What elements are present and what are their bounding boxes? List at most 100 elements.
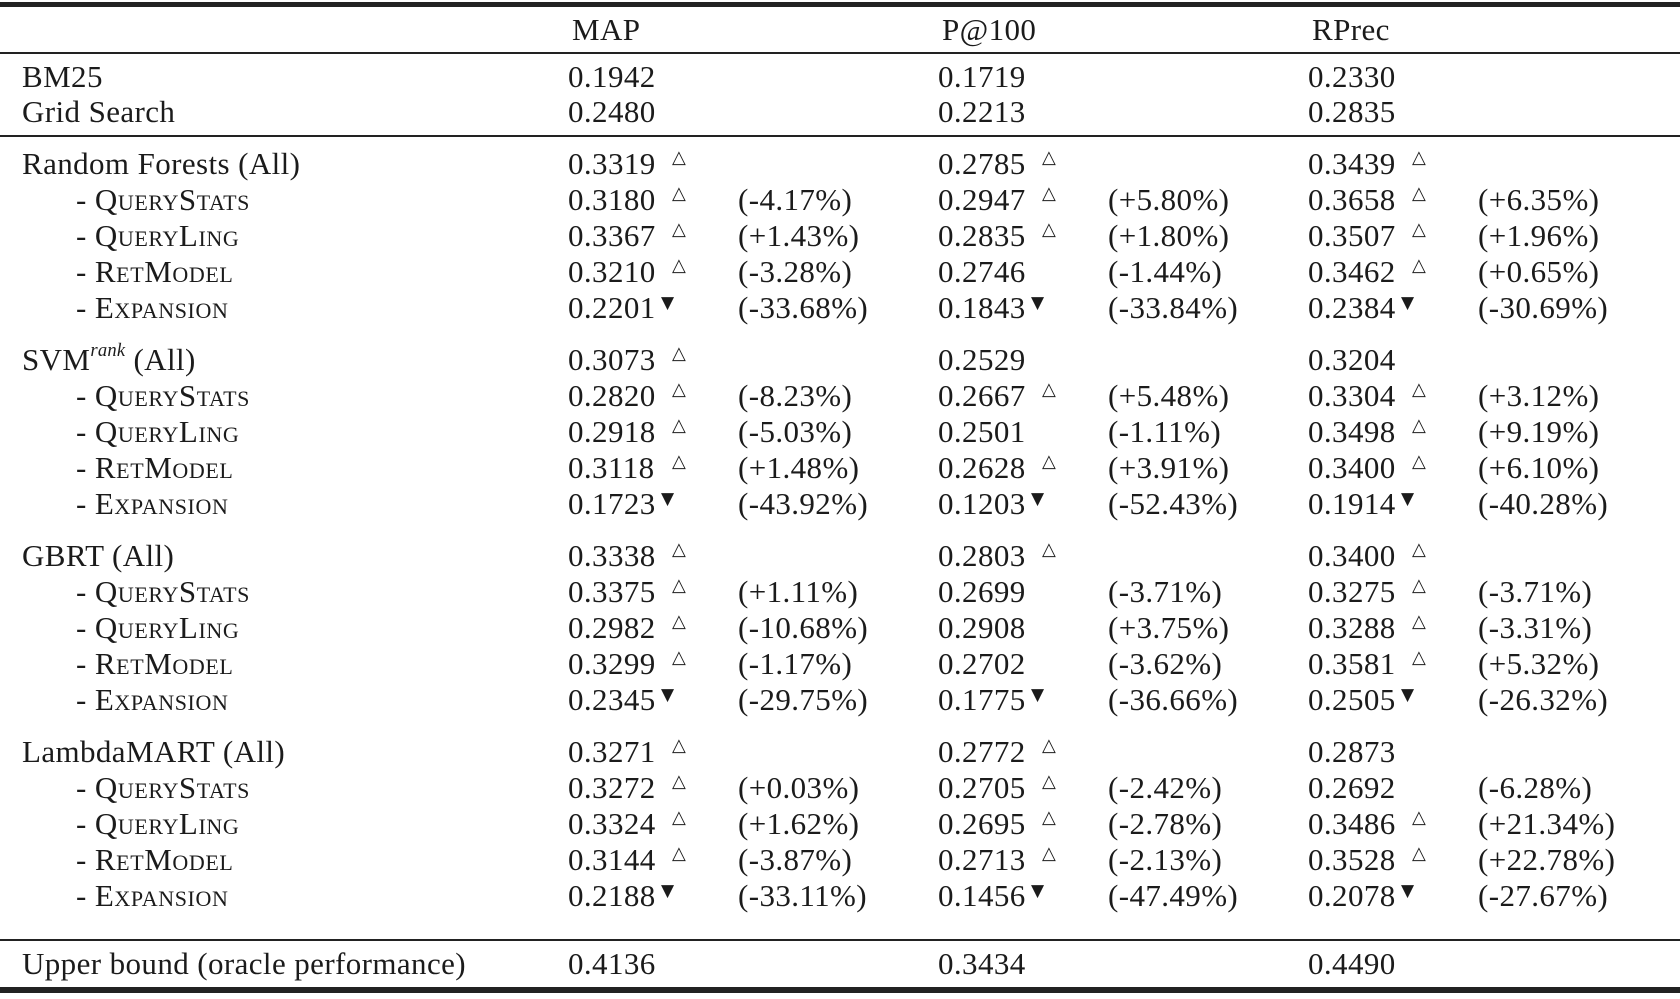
cell-pct-gbrt-querystats-2: (-3.71%)	[1478, 574, 1680, 610]
table-row-gbrt-querystats: - QueryStats 0.3375 △ (+1.11%) 0.2699 (-3.71%…	[0, 574, 1680, 610]
cell-value-lambdamart-queryling-0: 0.3324 △	[568, 806, 687, 841]
table-row-lambdamart-queryling: - QueryLing 0.3324 △ (+1.62%) 0.2695 △ (-2.78%…	[0, 806, 1680, 842]
metric-value: 0.3367	[568, 218, 656, 253]
row-label: Grid Search	[22, 94, 176, 129]
cell-pct-random-forests-expansion-1: (-33.84%)	[1108, 290, 1308, 326]
feature-set-name: Expansion	[94, 682, 229, 717]
metric-value: 0.3319	[568, 146, 656, 181]
pct-change: (-2.42%)	[1108, 770, 1223, 805]
superscript-label: rank	[90, 339, 126, 361]
pct-change: (-33.11%)	[738, 878, 867, 913]
metric-value: 0.4490	[1308, 946, 1396, 981]
cell-pct-random-forests-expansion-0: (-33.68%)	[738, 290, 938, 326]
metric-value: 0.1456	[938, 878, 1026, 913]
cell-pct-svm-rank-queryling-1: (-1.11%)	[1108, 414, 1308, 450]
pct-change: (-1.17%)	[738, 646, 853, 681]
metric-value: 0.3434	[938, 946, 1026, 981]
pct-change: (-10.68%)	[738, 610, 869, 645]
table-rule-under-baselines	[0, 135, 1680, 137]
metric-value: 0.1723	[568, 486, 656, 521]
pct-change: (-3.71%)	[1108, 574, 1223, 609]
table-row-random-forests-querystats: - QueryStats 0.3180 △ (-4.17%) 0.2947 △ (+5.80…	[0, 182, 1680, 218]
pct-change: (+5.48%)	[1108, 378, 1230, 413]
feature-set-name: RetModel	[94, 842, 234, 877]
cell-value-random-forests-retmodel-1: 0.2746	[938, 254, 1108, 290]
cell-value-random-forests-all-0: 0.3319 △	[568, 146, 687, 181]
feature-set-name: Expansion	[94, 486, 229, 521]
table-row-lambdamart-all: LambdaMART (All) 0.3271 △ 0.2772 △ 0.2873	[0, 734, 1680, 770]
row-label: - QueryStats	[76, 378, 250, 413]
cell-value-grid-search-1: 0.2213	[938, 94, 1108, 130]
cell-value-lambdamart-querystats-1: 0.2705 △	[938, 770, 1057, 805]
pct-change: (-6.28%)	[1478, 770, 1593, 805]
cell-value-gbrt-expansion-1: 0.1775 ▼	[938, 682, 1045, 717]
pct-change: (+1.11%)	[738, 574, 859, 609]
metric-value: 0.2803	[938, 538, 1026, 573]
cell-pct-random-forests-retmodel-0: (-3.28%)	[738, 254, 938, 290]
cell-value-gbrt-queryling-2: 0.3288 △	[1308, 610, 1427, 645]
metric-value: 0.3271	[568, 734, 656, 769]
cell-value-lambdamart-retmodel-1: 0.2713 △	[938, 842, 1057, 877]
pct-change: (+1.80%)	[1108, 218, 1230, 253]
metric-value: 0.3375	[568, 574, 656, 609]
metric-value: 0.3144	[568, 842, 656, 877]
cell-pct-svm-rank-querystats-1: (+5.48%)	[1108, 378, 1308, 414]
metric-value: 0.2908	[938, 610, 1026, 645]
cell-value-random-forests-queryling-0: 0.3367 △	[568, 218, 687, 253]
cell-pct-gbrt-retmodel-1: (-3.62%)	[1108, 646, 1308, 682]
metric-value: 0.2505	[1308, 682, 1396, 717]
metric-value: 0.2201	[568, 290, 656, 325]
cell-pct-gbrt-queryling-1: (+3.75%)	[1108, 610, 1308, 646]
cell-value-gbrt-querystats-0: 0.3375 △	[568, 574, 687, 609]
group-svm-rank: SVMrank (All) 0.3073 △ 0.2529 0.3204- QueryS…	[0, 326, 1680, 522]
cell-pct-gbrt-querystats-1: (-3.71%)	[1108, 574, 1308, 610]
cell-pct-gbrt-expansion-2: (-26.32%)	[1478, 682, 1680, 718]
cell-pct-lambdamart-queryling-0: (+1.62%)	[738, 806, 938, 842]
metric-value: 0.2982	[568, 610, 656, 645]
cell-value-grid-search-0: 0.2480	[568, 94, 738, 130]
metric-value: 0.2746	[938, 254, 1026, 289]
cell-pct-random-forests-queryling-1: (+1.80%)	[1108, 218, 1308, 254]
metric-value: 0.3304	[1308, 378, 1396, 413]
pct-change: (+1.96%)	[1478, 218, 1600, 253]
metric-value: 0.2078	[1308, 878, 1396, 913]
metric-value: 0.2835	[1308, 94, 1396, 129]
cell-pct-random-forests-queryling-0: (+1.43%)	[738, 218, 938, 254]
pct-change: (+3.91%)	[1108, 450, 1230, 485]
row-label: - QueryStats	[76, 770, 250, 805]
cell-pct-random-forests-retmodel-2: (+0.65%)	[1478, 254, 1680, 290]
pct-change: (-47.49%)	[1108, 878, 1239, 913]
feature-set-name: QueryStats	[94, 182, 250, 217]
pct-change: (+6.10%)	[1478, 450, 1600, 485]
feature-set-name: QueryLing	[94, 610, 240, 645]
cell-value-svm-rank-all-0: 0.3073 △	[568, 342, 687, 377]
pct-change: (+5.32%)	[1478, 646, 1600, 681]
feature-set-name: QueryLing	[94, 218, 240, 253]
metric-value: 0.2330	[1308, 59, 1396, 94]
pct-change: (-36.66%)	[1108, 682, 1239, 717]
feature-set-name: QueryStats	[94, 770, 250, 805]
table-row-gbrt-retmodel: - RetModel 0.3299 △ (-1.17%) 0.2702 (-3.62%) 0…	[0, 646, 1680, 682]
pct-change: (-1.44%)	[1108, 254, 1223, 289]
cell-value-bm25-1: 0.1719	[938, 59, 1108, 95]
cell-value-gbrt-expansion-0: 0.2345 ▼	[568, 682, 675, 717]
cell-value-random-forests-querystats-1: 0.2947 △	[938, 182, 1057, 217]
row-label: BM25	[22, 59, 103, 94]
metric-value: 0.2692	[1308, 770, 1396, 805]
pct-change: (-43.92%)	[738, 486, 869, 521]
model-groups-section: Random Forests (All) 0.3319 △ 0.2785 △ 0.3439…	[0, 137, 1680, 914]
column-header-p100: P@100	[942, 11, 1037, 47]
metric-value: 0.2835	[938, 218, 1026, 253]
table-row-upper-bound: Upper bound (oracle performance) 0.4136 …	[0, 941, 1680, 987]
metric-value: 0.2480	[568, 94, 656, 129]
feature-set-name: QueryLing	[94, 806, 240, 841]
pct-change: (-3.87%)	[738, 842, 853, 877]
table-rule-above-upper-bound	[0, 939, 1680, 941]
pct-change: (+1.62%)	[738, 806, 860, 841]
metric-value: 0.2213	[938, 94, 1026, 129]
cell-value-svm-rank-queryling-1: 0.2501	[938, 414, 1108, 450]
cell-pct-random-forests-expansion-2: (-30.69%)	[1478, 290, 1680, 326]
pct-change: (-3.28%)	[738, 254, 853, 289]
cell-value-random-forests-querystats-2: 0.3658 △	[1308, 182, 1427, 217]
